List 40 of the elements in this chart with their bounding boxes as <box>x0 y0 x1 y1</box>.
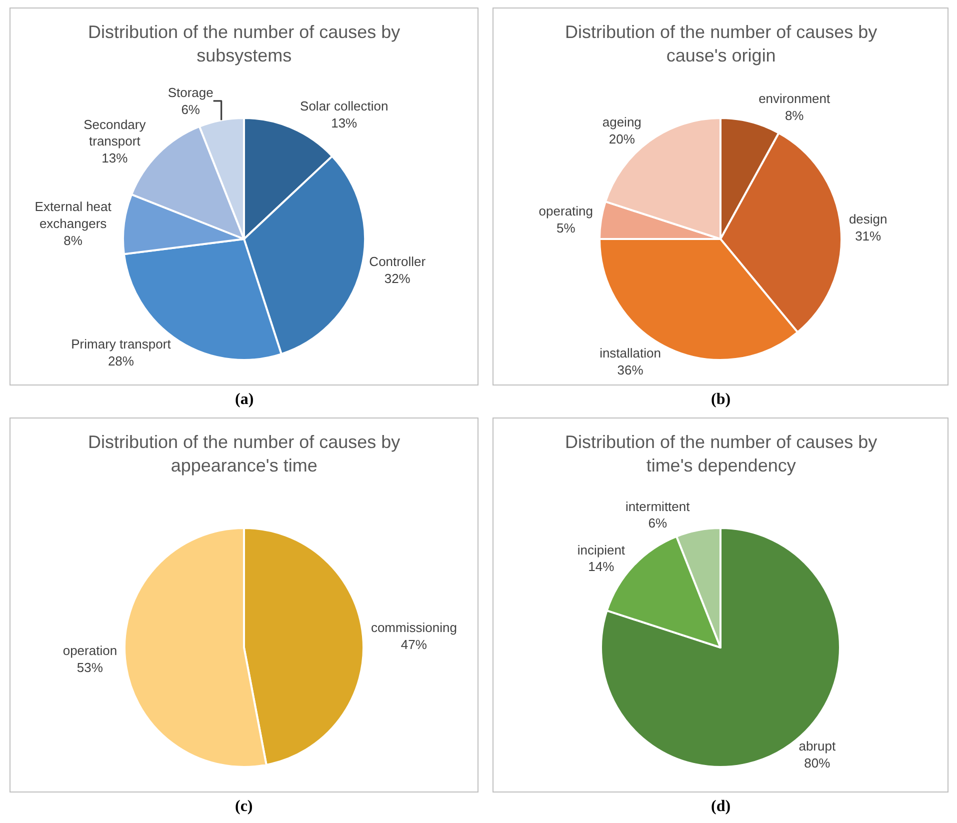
slice-label: commissioning <box>370 620 457 636</box>
data-label: 20% <box>608 132 636 147</box>
text: (a) <box>235 391 254 408</box>
slice-label: operating <box>538 204 594 219</box>
data-label: 6% <box>181 102 200 117</box>
data-label: 13% <box>102 150 128 166</box>
data-label: 36% <box>617 362 644 378</box>
text: (d) <box>711 798 731 815</box>
data-label: 8% <box>784 108 804 123</box>
slice-label: installation <box>600 346 662 361</box>
slice-label: Secondary transport <box>84 116 146 149</box>
data-label: 28% <box>108 353 134 368</box>
data-label: 80% <box>804 756 831 771</box>
chart-title: Distribution of the number of causes by time's dependency <box>565 432 878 476</box>
slice-label: incipient <box>577 542 626 558</box>
slice-label: intermittent <box>625 498 690 514</box>
data-label: 32% <box>384 271 411 286</box>
slice-label: operation <box>62 642 118 658</box>
slice-label: Primary transport <box>71 336 172 352</box>
slice-label: abrupt <box>798 738 836 754</box>
data-label: 47% <box>400 637 428 652</box>
slice-label: Solar collection <box>300 98 388 114</box>
slice-label: environment <box>758 90 830 106</box>
data-label: 6% <box>648 516 668 531</box>
data-label: 8% <box>64 232 83 248</box>
data-label: 14% <box>588 559 615 574</box>
data-label: 13% <box>331 115 358 130</box>
text: (c) <box>235 798 253 815</box>
text: (b) <box>711 391 731 408</box>
data-label: 31% <box>855 228 882 244</box>
slice-label: External heat exchangers <box>34 199 112 231</box>
slice-label: Controller <box>369 254 426 270</box>
slice-label: ageing <box>602 114 642 130</box>
slice-label: design <box>848 212 888 227</box>
data-label: 5% <box>556 220 576 236</box>
slice-label: Storage <box>168 84 214 100</box>
chart-title: Distribution of the number of causes by appearance's time <box>88 432 400 476</box>
chart-title: Distribution of the number of causes by subsystems <box>88 22 400 66</box>
chart-title: Distribution of the number of causes by cause's origin <box>565 22 878 66</box>
data-label: 53% <box>76 660 104 675</box>
